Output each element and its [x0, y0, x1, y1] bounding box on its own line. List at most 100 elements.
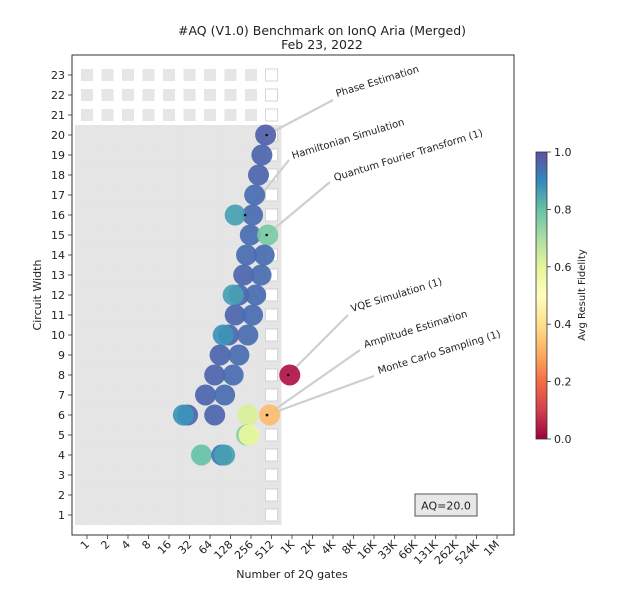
data-point	[209, 344, 231, 366]
data-point	[245, 284, 267, 306]
aq-label: AQ=20.0	[421, 500, 471, 513]
volume-cell	[265, 388, 278, 402]
data-point	[228, 344, 250, 366]
volume-cell	[265, 328, 278, 342]
data-points	[172, 124, 301, 466]
y-tick-label: 6	[58, 409, 65, 422]
volume-cell	[101, 349, 114, 361]
data-point	[214, 444, 236, 466]
volume-cell	[81, 429, 93, 441]
volume-cell	[224, 109, 237, 121]
volume-cell	[265, 348, 278, 362]
x-tick-label: 128	[212, 538, 236, 562]
y-tick-label: 10	[51, 329, 65, 342]
annotation-dot	[265, 233, 268, 237]
x-tick-label: 2	[98, 538, 112, 552]
volume-cell	[122, 209, 134, 221]
volume-cell	[224, 509, 237, 521]
volume-cell	[142, 449, 155, 461]
colorbar-label: Avg Result Fidelity	[577, 249, 588, 341]
volume-cell	[81, 89, 93, 101]
data-point	[259, 404, 281, 426]
volume-cell	[142, 89, 155, 101]
volume-cell	[122, 329, 134, 341]
volume-cell	[142, 269, 155, 281]
volume-cell	[142, 389, 155, 401]
volume-cell	[204, 509, 216, 521]
volume-cell	[101, 269, 114, 281]
volume-cell	[81, 469, 93, 481]
y-tick-label: 3	[58, 469, 65, 482]
volume-cell	[122, 489, 134, 501]
data-point	[172, 404, 194, 426]
data-point	[244, 184, 266, 206]
x-tick-label: 512	[253, 538, 277, 562]
colorbar-ticks: 0.0 0.2 0.4 0.6 0.8 1.0	[547, 146, 572, 446]
volume-cell	[122, 509, 134, 521]
volume-cell	[163, 289, 175, 301]
volume-cell	[81, 109, 93, 121]
volume-cell	[163, 429, 175, 441]
volume-cell	[183, 109, 196, 121]
volume-cell	[81, 229, 93, 241]
x-tick-label: 16	[155, 538, 174, 557]
data-point	[253, 244, 275, 266]
volume-cell	[142, 489, 155, 501]
y-tick-label: 8	[58, 369, 65, 382]
data-point	[237, 324, 259, 346]
x-tick-label: 16K	[355, 537, 380, 562]
volume-cell	[265, 188, 278, 202]
volume-cell	[204, 469, 216, 481]
x-tick-label: 8	[139, 538, 153, 552]
volume-cell	[265, 368, 278, 382]
volume-cell	[101, 369, 114, 381]
data-point	[204, 404, 226, 426]
y-tick-label: 12	[51, 289, 65, 302]
volume-cell	[224, 229, 237, 241]
volume-cell	[183, 309, 196, 321]
volume-cell	[224, 89, 237, 101]
volume-cell	[224, 129, 237, 141]
volume-cell	[245, 469, 257, 481]
volume-cell	[183, 149, 196, 161]
volume-cell	[122, 369, 134, 381]
x-tick-label: 1	[78, 538, 92, 552]
volume-cell	[142, 129, 155, 141]
volume-cell	[265, 108, 278, 122]
volume-cell	[81, 509, 93, 521]
volume-cell	[142, 109, 155, 121]
volume-cell	[101, 389, 114, 401]
volume-cell	[204, 149, 216, 161]
volume-cell	[81, 269, 93, 281]
volume-cell	[81, 309, 93, 321]
volume-cell	[81, 69, 93, 81]
volume-cell	[245, 449, 257, 461]
volume-cell	[101, 469, 114, 481]
volume-cell	[163, 349, 175, 361]
volume-cell	[81, 249, 93, 261]
volume-cell	[122, 389, 134, 401]
annotation-label: VQE Simulation (1)	[350, 277, 444, 315]
volume-cell	[142, 289, 155, 301]
volume-cell	[183, 429, 196, 441]
volume-cell	[81, 169, 93, 181]
volume-cell	[245, 369, 257, 381]
data-point	[242, 204, 264, 226]
volume-cell	[183, 329, 196, 341]
volume-cell	[163, 409, 175, 421]
volume-cell	[142, 169, 155, 181]
volume-cell	[122, 449, 134, 461]
volume-cell	[183, 469, 196, 481]
colorbar-tick-label: 0.4	[554, 318, 572, 331]
volume-cell	[204, 249, 216, 261]
volume-cell	[224, 249, 237, 261]
volume-cell	[101, 309, 114, 321]
volume-cell	[101, 489, 114, 501]
volume-cell	[122, 249, 134, 261]
volume-cell	[224, 169, 237, 181]
aq-badge: AQ=20.0	[414, 493, 478, 517]
volume-cell	[142, 209, 155, 221]
colorbar-gradient	[535, 151, 548, 440]
